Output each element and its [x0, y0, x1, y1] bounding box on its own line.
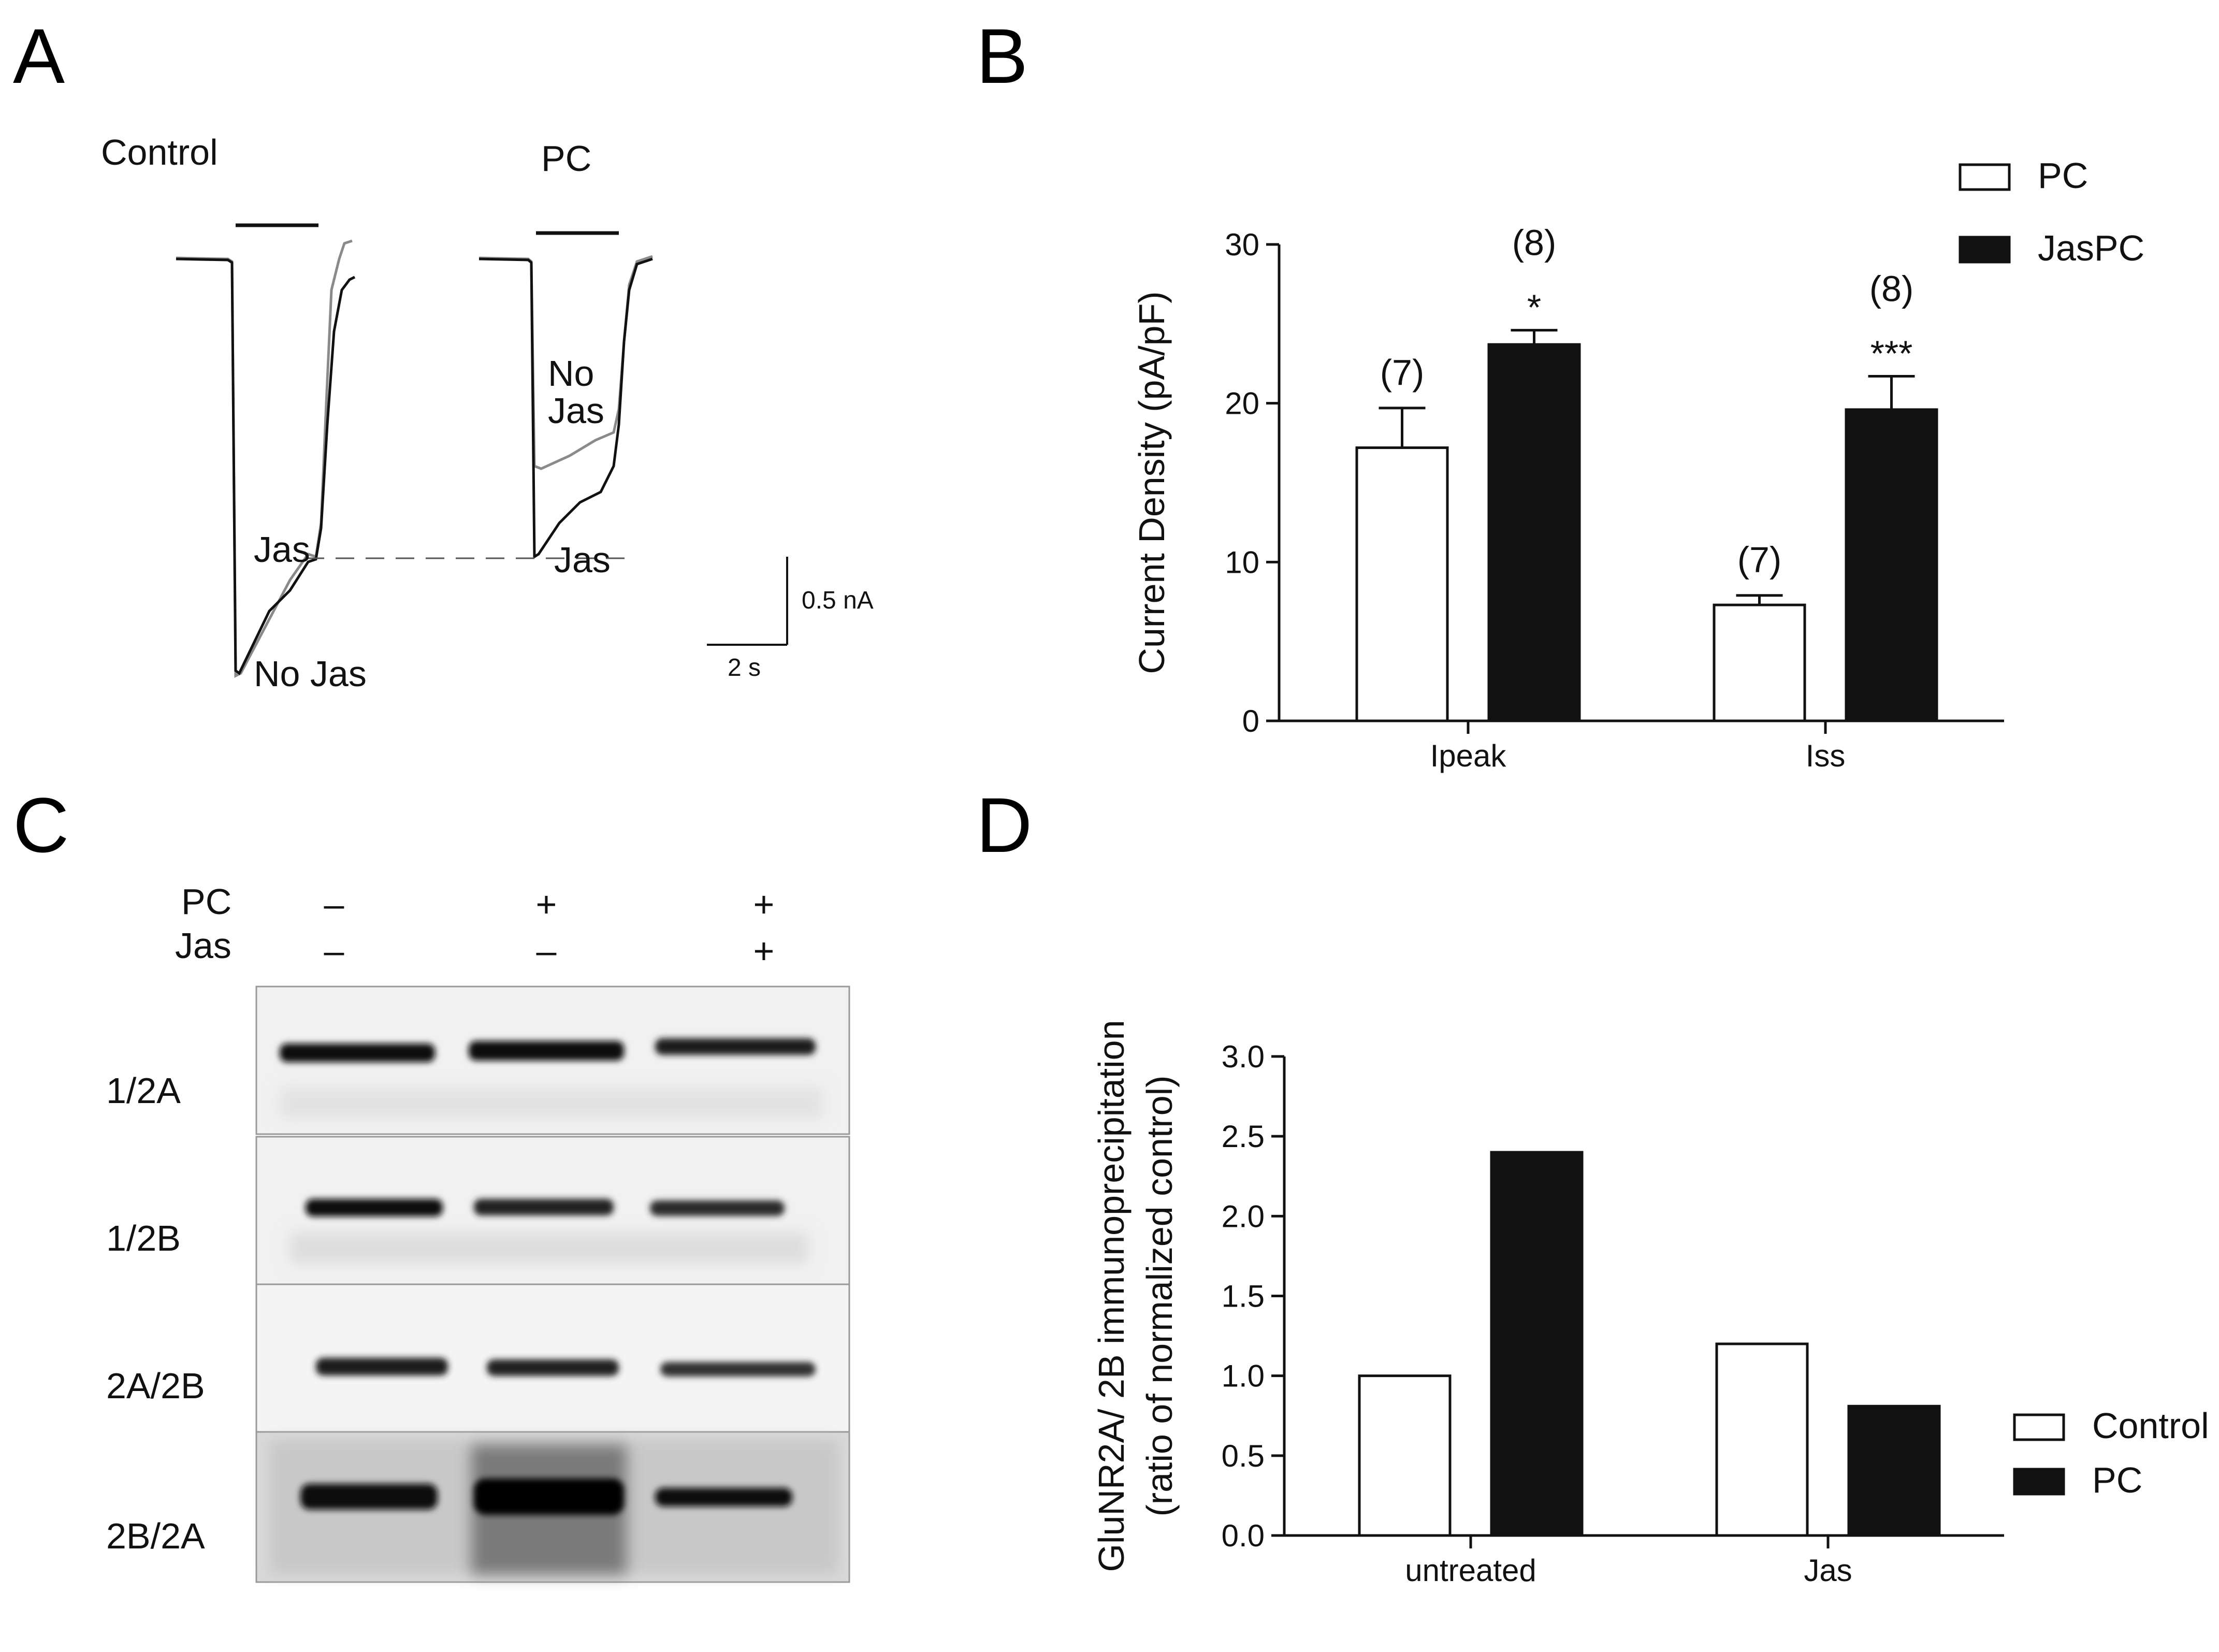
y-tick-label: 2.5: [1222, 1119, 1265, 1154]
band-1-2b-lane1: [306, 1199, 443, 1216]
blot-label-2a-2b: 2A/2B: [106, 1366, 205, 1406]
panel-letter-b: B: [976, 12, 1028, 99]
bar-pc-iss: [1713, 603, 1806, 722]
panel-d: D 0.0 0.5 1.0 1.5 2.0 2.5 3.0 untreated Jas GluNR…: [976, 781, 2209, 1588]
label-control-jas: Jas: [254, 529, 310, 570]
band-1-2a-lane1: [280, 1044, 435, 1062]
scale-bar-time-label: 2 s: [728, 654, 761, 682]
significance-label: *: [1527, 287, 1541, 328]
band-2a-2b-lane2: [487, 1359, 619, 1376]
band-2a-2b-lane1: [316, 1358, 448, 1375]
trace-title-control: Control: [101, 132, 218, 172]
legend-swatch-control: [2013, 1413, 2065, 1441]
y-tick-label: 0.0: [1222, 1518, 1265, 1553]
bar-pc-jas: [1847, 1404, 1941, 1537]
control-trace-jas: [176, 257, 356, 675]
legend-swatch-pc: [2013, 1468, 2065, 1496]
panel-a: A Control PC Jas No Jas No Jas Jas 0.5 n…: [13, 12, 874, 694]
legend-swatch-pc: [1959, 163, 2011, 191]
band-1-2a-lane3: [655, 1038, 816, 1055]
y-axis-label: GluNR2A/ 2B immunoprecipitation: [1091, 1020, 1132, 1572]
label-pc-no-jas-line1: No: [548, 353, 594, 394]
band-1-2b-lane2: [474, 1199, 614, 1215]
n-label: (8): [1869, 269, 1914, 309]
condition-pc-lane-2: +: [536, 884, 557, 924]
y-tick-label: 1.0: [1222, 1359, 1265, 1394]
trace-title-pc: PC: [541, 138, 591, 179]
condition-jas-lane-1: –: [324, 931, 344, 971]
condition-row-label-pc: PC: [181, 881, 231, 922]
band-2a-2b-lane3: [660, 1362, 816, 1376]
condition-row-label-jas: Jas: [175, 925, 231, 966]
bar-jaspc-ipeak: [1487, 343, 1581, 722]
y-tick-label: 3.0: [1222, 1039, 1265, 1074]
n-label: (7): [1737, 540, 1782, 580]
label-pc-no-jas: No Jas: [548, 353, 604, 431]
legend-label-control: Control: [2092, 1405, 2209, 1446]
y-axis-label: Current Density (pA/pF): [1132, 291, 1172, 674]
blot-background-smear-1: [280, 1088, 823, 1119]
band-2b-2a-lane3: [655, 1488, 792, 1506]
bar-jaspc-iss: [1845, 408, 1938, 722]
blot-label-1-2b: 1/2B: [106, 1218, 181, 1258]
condition-jas-lane-2: –: [536, 931, 557, 971]
x-tick-label: untreated: [1405, 1553, 1536, 1588]
scale-bar-current-label: 0.5 nA: [802, 587, 874, 614]
band-2b-2a-lane2: [474, 1479, 624, 1515]
y-tick-label: 0.5: [1222, 1439, 1265, 1473]
band-1-2a-lane2: [469, 1041, 624, 1061]
condition-marks: – + + – – +: [324, 884, 775, 971]
panel-b: B 0 10 20 30 Ipeak (7) * (8) Iss (7) *** (8) Current…: [976, 12, 2144, 773]
chart-b: 0 10 20 30 Ipeak (7) * (8) Iss (7) *** (8) Current D…: [1132, 155, 2144, 773]
y-tick-label: 2.0: [1222, 1199, 1265, 1234]
legend-label-pc: PC: [2038, 155, 2088, 196]
x-tick-label: Ipeak: [1430, 738, 1507, 773]
condition-jas-lane-3: +: [753, 931, 775, 971]
n-label: (7): [1380, 352, 1425, 393]
band-1-2b-lane3: [650, 1200, 785, 1216]
western-blot: [255, 986, 850, 1583]
label-pc-jas: Jas: [554, 540, 611, 580]
panel-letter-c: C: [13, 781, 69, 868]
y-tick-label: 10: [1225, 545, 1259, 579]
significance-label: ***: [1870, 334, 1913, 374]
legend-swatch-jaspc: [1959, 236, 2011, 264]
condition-pc-lane-3: +: [753, 884, 775, 924]
y-tick-label: 0: [1242, 704, 1259, 738]
bar-control-jas: [1715, 1342, 1809, 1537]
y-axis-label: (ratio of normalized control): [1139, 1076, 1180, 1517]
chart-d: 0.0 0.5 1.0 1.5 2.0 2.5 3.0 untreated Jas GluNR2A…: [1091, 1020, 2209, 1588]
bar-control-untreated: [1358, 1374, 1452, 1537]
panel-c: C PC Jas – + + – – +: [13, 781, 850, 1583]
x-tick-label: Jas: [1804, 1553, 1852, 1588]
blot-label-1-2a: 1/2A: [106, 1070, 181, 1111]
blot-label-2b-2a: 2B/2A: [106, 1516, 205, 1556]
label-control-no-jas: No Jas: [254, 654, 367, 694]
condition-pc-lane-1: –: [324, 884, 344, 924]
x-tick-label: Iss: [1806, 738, 1846, 773]
bar-pc-untreated: [1490, 1151, 1584, 1537]
panel-letter-a: A: [13, 12, 65, 99]
blot-background-smear-2: [290, 1233, 808, 1264]
bar-pc-ipeak: [1355, 446, 1449, 722]
panel-letter-d: D: [976, 781, 1032, 868]
legend-label-pc: PC: [2092, 1460, 2142, 1500]
y-tick-label: 20: [1225, 386, 1259, 421]
band-2b-2a-lane1: [300, 1484, 438, 1510]
legend-label-jaspc: JasPC: [2038, 228, 2144, 268]
label-pc-no-jas-line2: Jas: [548, 390, 604, 431]
pc-trace-jas: [478, 257, 653, 559]
n-label: (8): [1512, 223, 1557, 263]
y-tick-label: 30: [1225, 227, 1259, 262]
y-tick-label: 1.5: [1222, 1279, 1265, 1314]
